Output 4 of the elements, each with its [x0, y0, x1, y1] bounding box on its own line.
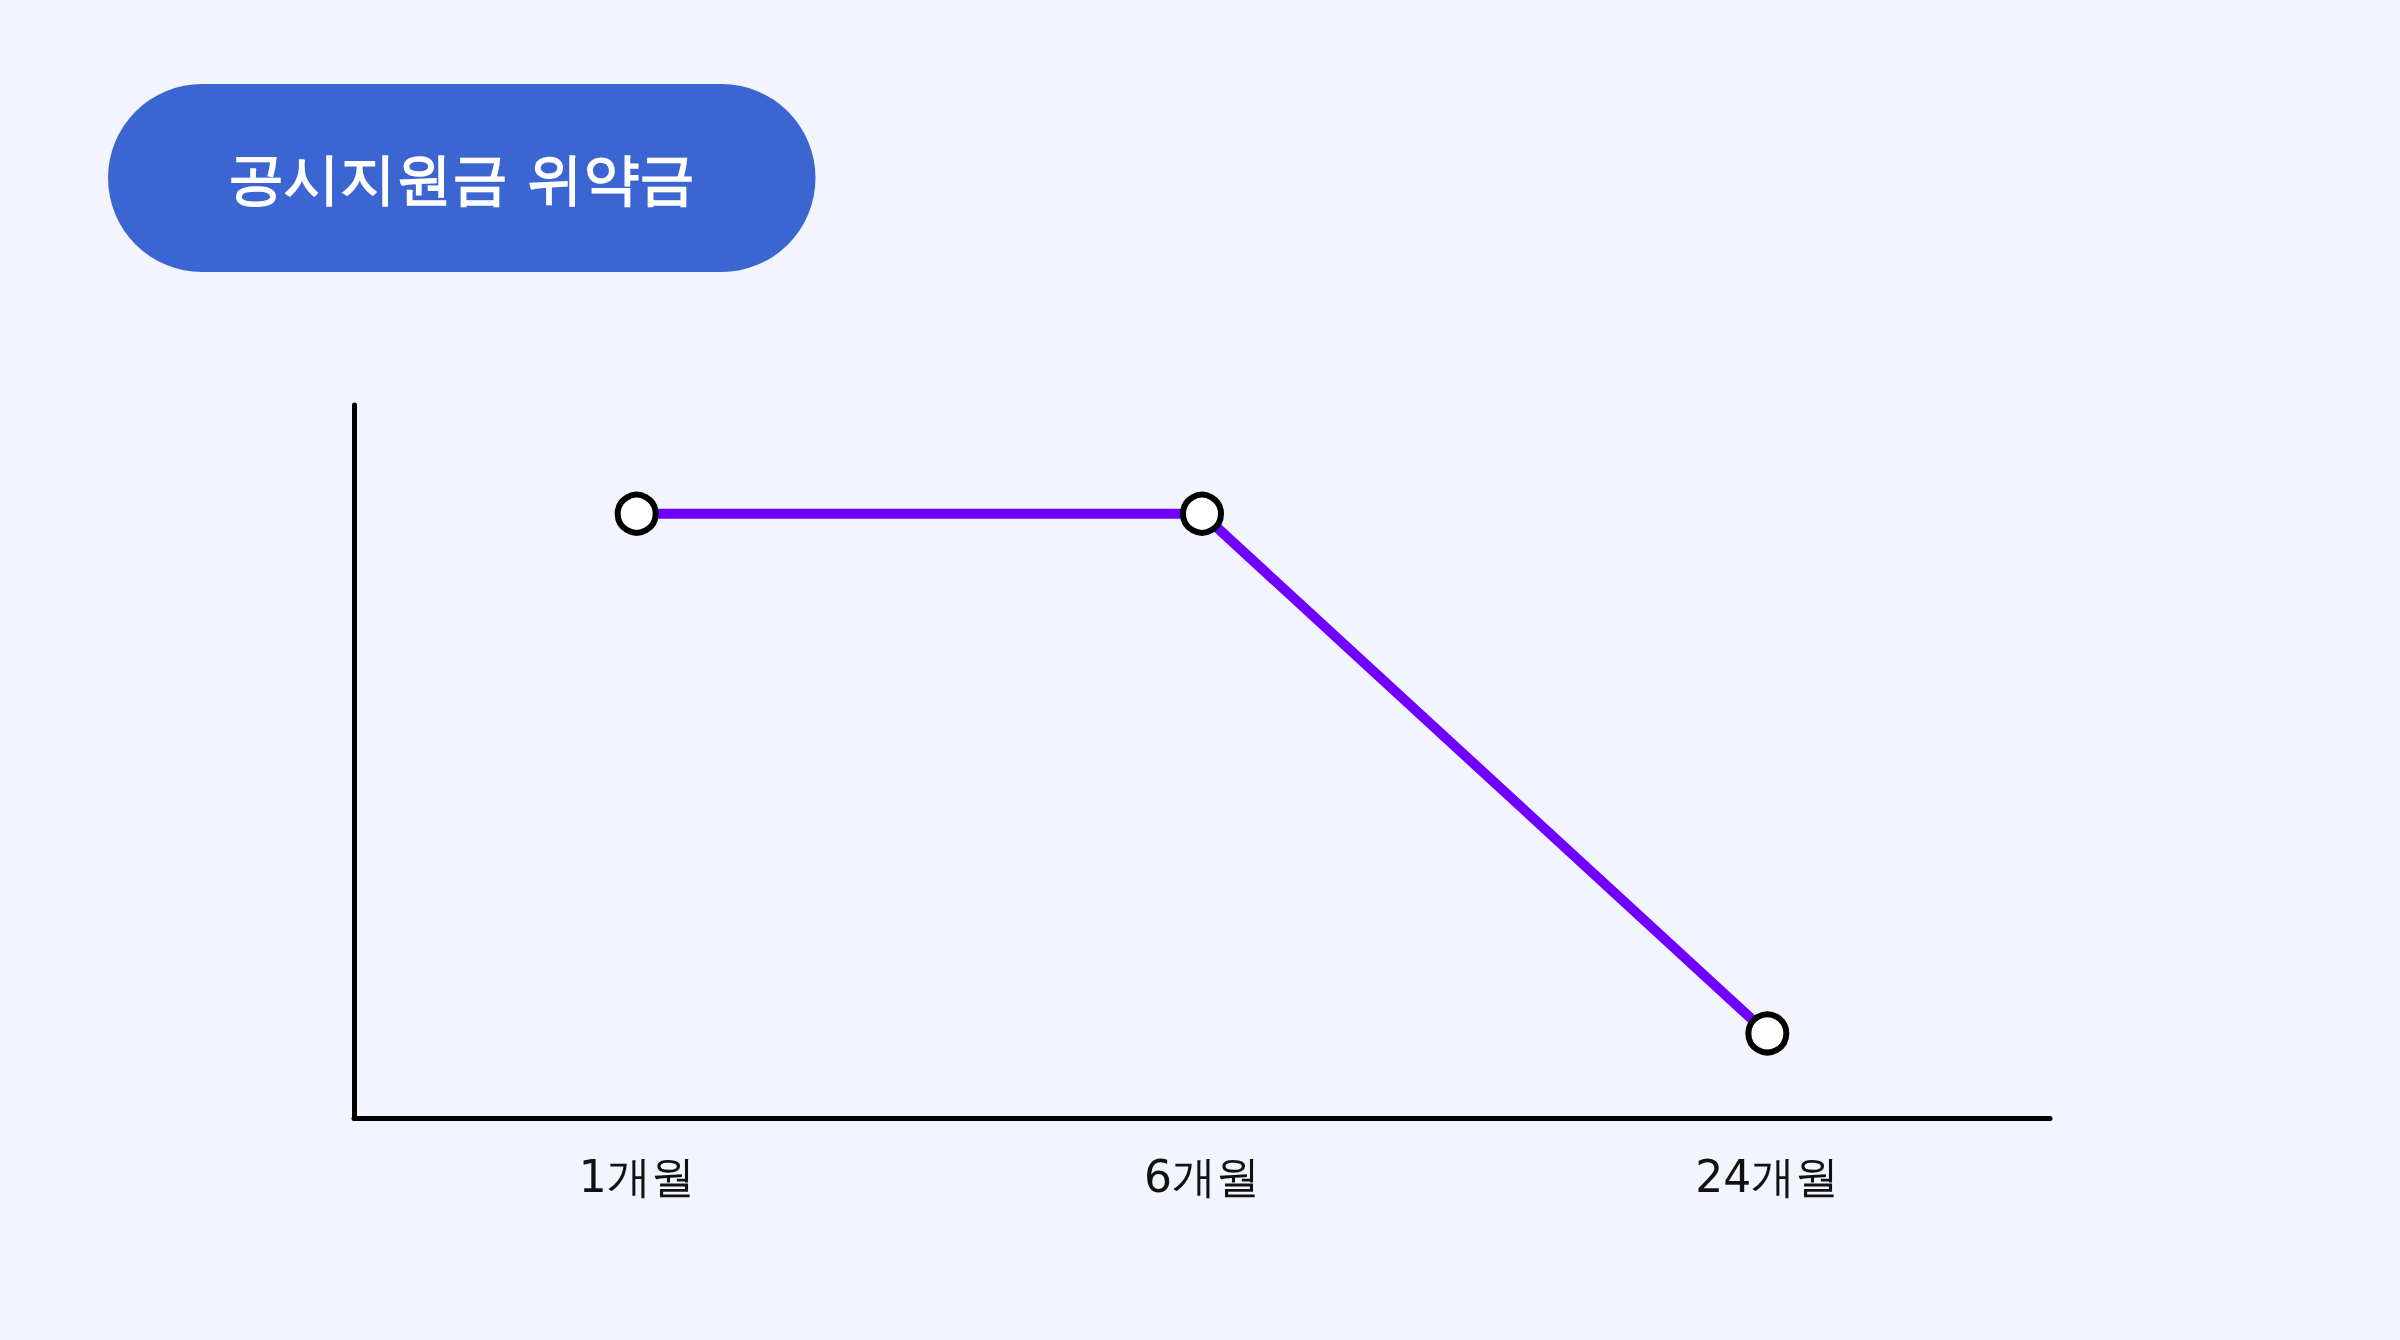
chart-title: 공시지원금 위약금	[228, 145, 696, 211]
x-tick-label: 6개월	[1144, 1150, 1260, 1202]
x-tick-label: 24개월	[1695, 1150, 1840, 1202]
x-tick-label: 1개월	[578, 1150, 695, 1202]
